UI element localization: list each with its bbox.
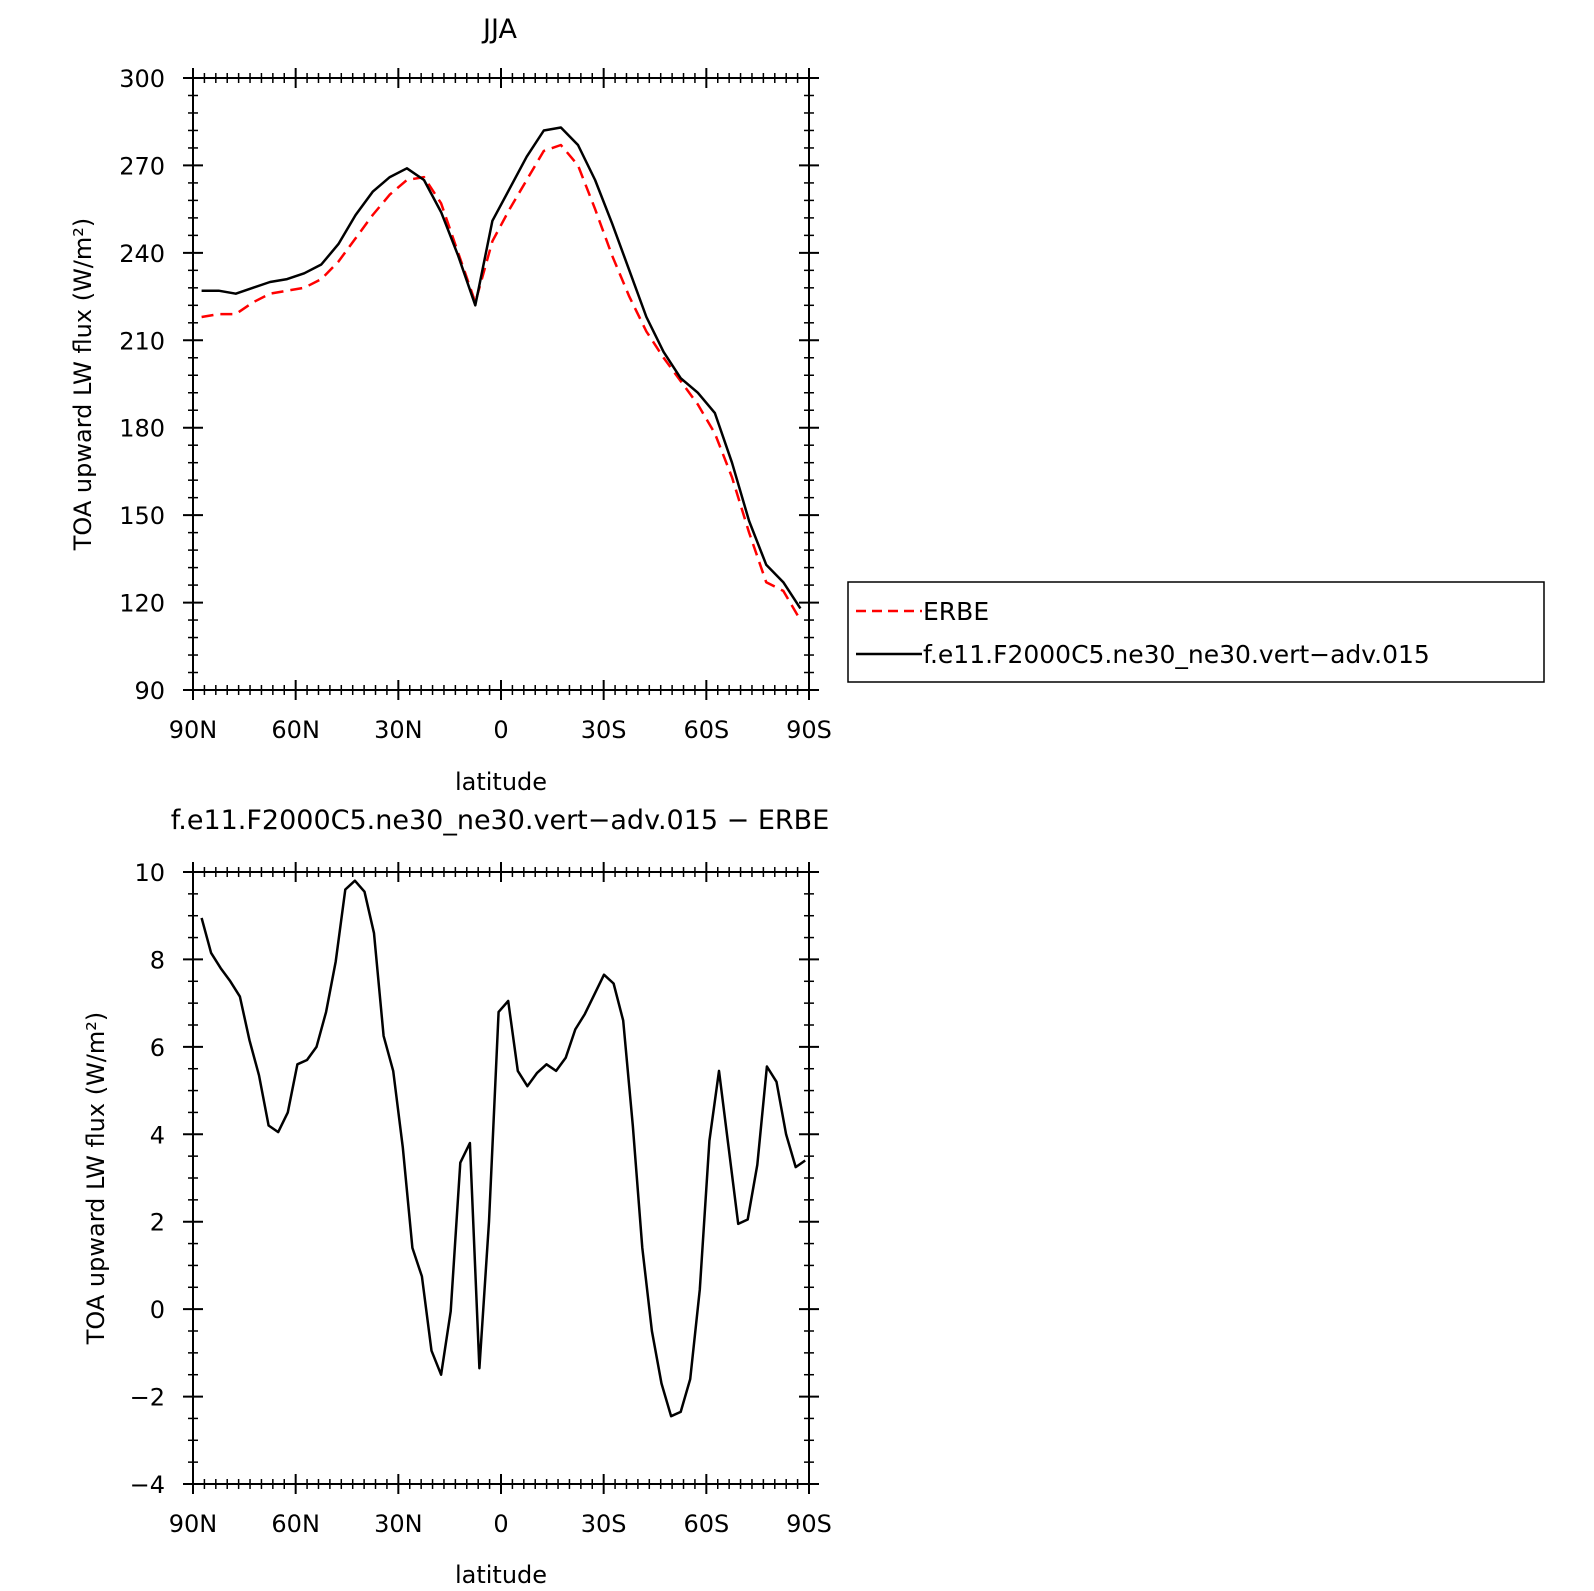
- bottom-y-tick-label: 0: [150, 1296, 165, 1324]
- top-y-tick-label: 210: [119, 327, 165, 355]
- bottom-x-tick-label: 60S: [683, 1510, 729, 1538]
- top-y-tick-labels: 90 120 150 180 210 240 270 300: [119, 65, 165, 705]
- bottom-y-tick-label: −4: [130, 1471, 165, 1499]
- top-x-tick-label: 90N: [169, 716, 218, 744]
- top-y-tick-label: 240: [119, 240, 165, 268]
- bottom-y-tick-labels: −4 −2 0 2 4 6 8 10: [130, 859, 165, 1499]
- bottom-series: [200, 879, 806, 1418]
- top-plot-frame: [192, 77, 810, 691]
- bottom-x-tick-labels: 90N 60N 30N 0 30S 60S 90S: [169, 1510, 832, 1538]
- top-series: [201, 126, 802, 621]
- top-x-axis-title: latitude: [455, 768, 547, 796]
- legend-erbe-label: ERBE: [923, 597, 989, 626]
- bottom-x-tick-label: 0: [493, 1510, 508, 1538]
- bottom-y-tick-label: −2: [130, 1384, 165, 1412]
- bottom-x-tick-label: 30N: [374, 1510, 423, 1538]
- bottom-panel: f.e11.F2000C5.ne30_ne30.vert−adv.015 − E…: [82, 805, 832, 1589]
- top-x-tick-label: 60S: [683, 716, 729, 744]
- top-x-tick-label: 90S: [786, 716, 832, 744]
- legend-box: [847, 581, 1545, 683]
- top-y-tick-label: 120: [119, 590, 165, 618]
- top-y-tick-label: 90: [134, 677, 165, 705]
- top-y-tick-label: 300: [119, 65, 165, 93]
- bottom-x-tick-label: 90N: [169, 1510, 218, 1538]
- bottom-plot-title: f.e11.F2000C5.ne30_ne30.vert−adv.015 − E…: [171, 805, 830, 836]
- bottom-plot-frame: [192, 871, 810, 1485]
- legend-model-label: f.e11.F2000C5.ne30_ne30.vert−adv.015: [923, 640, 1430, 669]
- bottom-series-line-0: [200, 879, 806, 1418]
- top-y-tick-label: 150: [119, 502, 165, 530]
- top-x-tick-label: 0: [493, 716, 508, 744]
- top-panel: JJA 90 120 150 180 210 240 270 300 90N 60N 30N 0 30…: [69, 14, 1545, 796]
- top-y-tick-label: 270: [119, 152, 165, 180]
- bottom-y-tick-label: 8: [150, 946, 165, 974]
- bottom-x-tick-label: 90S: [786, 1510, 832, 1538]
- top-x-tick-labels: 90N 60N 30N 0 30S 60S 90S: [169, 716, 832, 744]
- bottom-y-axis-title: TOA upward LW flux (W/m²): [82, 1012, 110, 1346]
- bottom-ticks: [183, 862, 819, 1494]
- top-x-tick-label: 60N: [271, 716, 320, 744]
- top-series-line-0: [201, 143, 802, 621]
- top-series-line-1: [201, 126, 802, 610]
- top-y-axis-title: TOA upward LW flux (W/m²): [69, 218, 97, 552]
- top-ticks: [183, 68, 819, 700]
- bottom-y-tick-label: 6: [150, 1034, 165, 1062]
- bottom-y-tick-label: 10: [134, 859, 165, 887]
- bottom-x-tick-label: 60N: [271, 1510, 320, 1538]
- top-x-tick-label: 30N: [374, 716, 423, 744]
- top-x-tick-label: 30S: [581, 716, 627, 744]
- legend: ERBE f.e11.F2000C5.ne30_ne30.vert−adv.01…: [847, 581, 1545, 683]
- bottom-y-tick-label: 2: [150, 1209, 165, 1237]
- bottom-x-tick-label: 30S: [581, 1510, 627, 1538]
- top-plot-title: JJA: [481, 14, 517, 45]
- bottom-y-tick-label: 4: [150, 1121, 165, 1149]
- bottom-x-axis-title: latitude: [455, 1561, 547, 1589]
- top-y-tick-label: 180: [119, 415, 165, 443]
